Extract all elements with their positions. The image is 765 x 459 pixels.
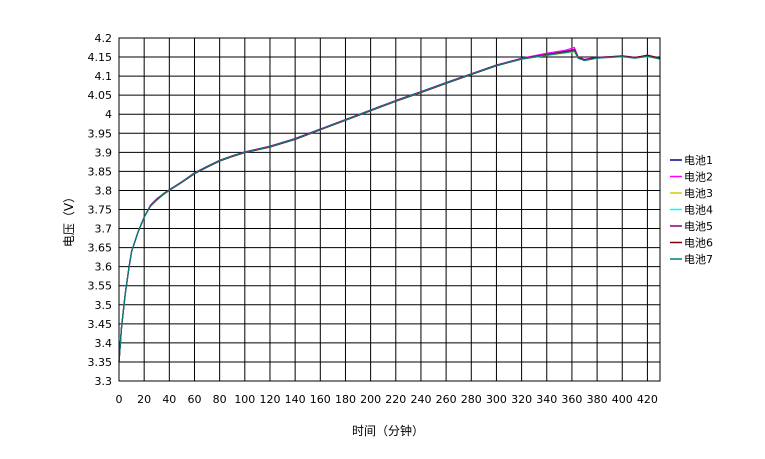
plot-frame: [118, 37, 661, 382]
x-tick-label: 0: [116, 393, 123, 406]
y-tick-label: 3.45: [88, 318, 113, 331]
y-tick-label: 3.85: [88, 165, 113, 178]
y-tick-labels: 3.3 3.35 3.4 3.45 3.5 3.55 3.6 3.65 3.7 3.75 3.8 3.…: [88, 32, 113, 388]
x-tick-label: 140: [285, 393, 306, 406]
legend-label: 电池5: [684, 220, 713, 233]
x-tick-label: 320: [511, 393, 532, 406]
x-tick-label: 380: [587, 393, 608, 406]
y-tick-label: 3.95: [88, 127, 113, 140]
x-tick-label: 400: [612, 393, 633, 406]
y-tick-label: 4.15: [88, 51, 113, 64]
y-tick-label: 3.8: [95, 184, 113, 197]
x-axis-label: 时间（分钟）: [352, 423, 424, 438]
y-tick-label: 3.7: [95, 223, 113, 236]
grid-lines: [118, 37, 660, 382]
y-tick-label: 4.05: [88, 89, 113, 102]
x-tick-labels: 0 20 40 60 80 100 120 140 160 180 200 220 240 260 280 3…: [116, 393, 658, 406]
x-tick-label: 80: [213, 393, 227, 406]
x-tick-label: 100: [234, 393, 255, 406]
series-lines: [118, 46, 661, 362]
y-tick-label: 3.5: [95, 299, 113, 312]
x-tick-label: 360: [561, 393, 582, 406]
y-tick-label: 3.65: [88, 242, 113, 255]
legend-label: 电池7: [684, 253, 713, 266]
y-tick-label: 4.2: [95, 32, 113, 45]
x-tick-label: 200: [360, 393, 381, 406]
x-tick-label: 220: [385, 393, 406, 406]
y-tick-label: 4: [105, 108, 112, 121]
y-axis-label: 电压（V）: [62, 191, 76, 247]
y-tick-label: 3.4: [95, 337, 113, 350]
x-tick-label: 420: [637, 393, 658, 406]
x-tick-label: 60: [187, 393, 201, 406]
legend-label: 电池1: [684, 154, 713, 167]
y-tick-label: 3.75: [88, 204, 113, 217]
x-tick-label: 260: [436, 393, 457, 406]
x-tick-label: 300: [486, 393, 507, 406]
legend-label: 电池6: [684, 237, 713, 250]
x-tick-label: 240: [410, 393, 431, 406]
x-tick-label: 40: [162, 393, 176, 406]
x-tick-label: 280: [461, 393, 482, 406]
x-tick-label: 20: [137, 393, 151, 406]
x-tick-label: 160: [310, 393, 331, 406]
legend-label: 电池2: [684, 171, 713, 184]
x-tick-label: 120: [259, 393, 280, 406]
y-tick-label: 3.35: [88, 356, 113, 369]
y-tick-label: 3.3: [95, 375, 113, 388]
y-tick-label: 3.55: [88, 280, 113, 293]
x-tick-label: 180: [335, 393, 356, 406]
legend-label: 电池3: [684, 187, 713, 200]
legend-label: 电池4: [684, 204, 713, 217]
series-line: [118, 50, 661, 362]
legend: 电池1 电池2 电池3 电池4 电池5 电池6 电池7: [670, 154, 713, 266]
y-tick-label: 4.1: [95, 70, 113, 83]
x-tick-label: 340: [536, 393, 557, 406]
y-tick-label: 3.9: [95, 146, 113, 159]
y-tick-label: 3.6: [95, 261, 113, 274]
